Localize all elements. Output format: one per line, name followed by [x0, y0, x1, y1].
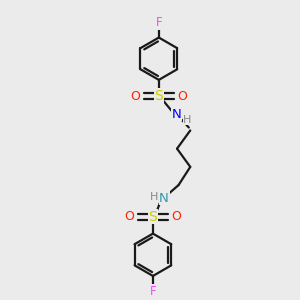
Text: F: F [150, 285, 156, 298]
Text: N: N [159, 192, 169, 205]
Text: O: O [177, 89, 187, 103]
Text: O: O [130, 89, 140, 103]
Text: H: H [150, 192, 159, 202]
Text: H: H [183, 115, 191, 124]
Text: O: O [124, 210, 134, 223]
Text: S: S [154, 89, 163, 103]
Text: O: O [172, 210, 182, 223]
Text: N: N [172, 108, 181, 121]
Text: S: S [148, 210, 157, 224]
Text: F: F [155, 16, 162, 29]
